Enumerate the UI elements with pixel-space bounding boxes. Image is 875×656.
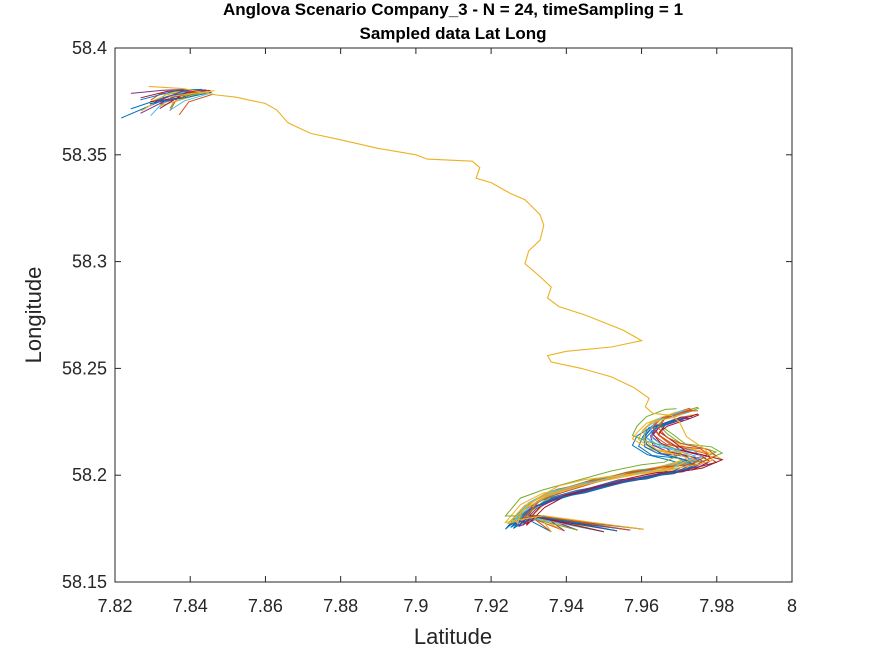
x-tick-label: 7.92 — [474, 596, 509, 616]
x-tick-label: 7.84 — [173, 596, 208, 616]
axes-background — [115, 48, 792, 582]
y-tick-label: 58.35 — [62, 145, 107, 165]
x-tick-label: 7.86 — [248, 596, 283, 616]
series-line-loop — [519, 409, 711, 530]
series-line-loop — [515, 417, 703, 531]
y-tick-label: 58.25 — [62, 358, 107, 378]
y-tick-label: 58.3 — [72, 252, 107, 272]
x-tick-label: 7.96 — [624, 596, 659, 616]
series-line-loop — [508, 413, 695, 530]
x-tick-label: 7.88 — [323, 596, 358, 616]
series-line-start — [159, 89, 211, 110]
series-line-start — [149, 91, 212, 105]
x-tick-label: 7.82 — [97, 596, 132, 616]
x-axis-ticks: 7.82 7.84 7.86 7.88 7.9 7.92 7.94 7.96 7.98 8 — [97, 48, 797, 616]
series-layer — [121, 85, 724, 533]
chart-title: Anglova Scenario Company_3 - N = 24, tim… — [223, 0, 683, 19]
series-line-start — [169, 93, 210, 111]
y-axis-label: Longitude — [21, 267, 46, 364]
chart-subtitle: Sampled data Lat Long — [359, 24, 546, 43]
y-tick-label: 58.4 — [72, 38, 107, 58]
y-axis-ticks: 58.15 58.2 58.25 58.3 58.35 58.4 — [62, 38, 792, 592]
x-tick-label: 7.98 — [699, 596, 734, 616]
series-line-start — [178, 93, 214, 116]
series-line-loop — [504, 411, 683, 532]
axes-frame — [114, 47, 793, 583]
x-tick-label: 8 — [787, 596, 797, 616]
x-axis-label: Latitude — [414, 624, 492, 649]
series-line-loop — [504, 408, 683, 531]
series-line-loop — [526, 414, 724, 533]
y-tick-label: 58.2 — [72, 465, 107, 485]
x-tick-label: 7.9 — [403, 596, 428, 616]
axes-box — [114, 47, 793, 583]
series-line-start — [149, 89, 207, 105]
series-line-main-track — [148, 85, 714, 525]
y-tick-label: 58.15 — [62, 572, 107, 592]
plot-area — [115, 48, 792, 582]
series-line-loop — [512, 417, 697, 532]
series-line-loop — [518, 415, 710, 532]
series-line-start — [169, 90, 215, 98]
series-line-start — [140, 88, 203, 101]
x-tick-label: 7.94 — [549, 596, 584, 616]
